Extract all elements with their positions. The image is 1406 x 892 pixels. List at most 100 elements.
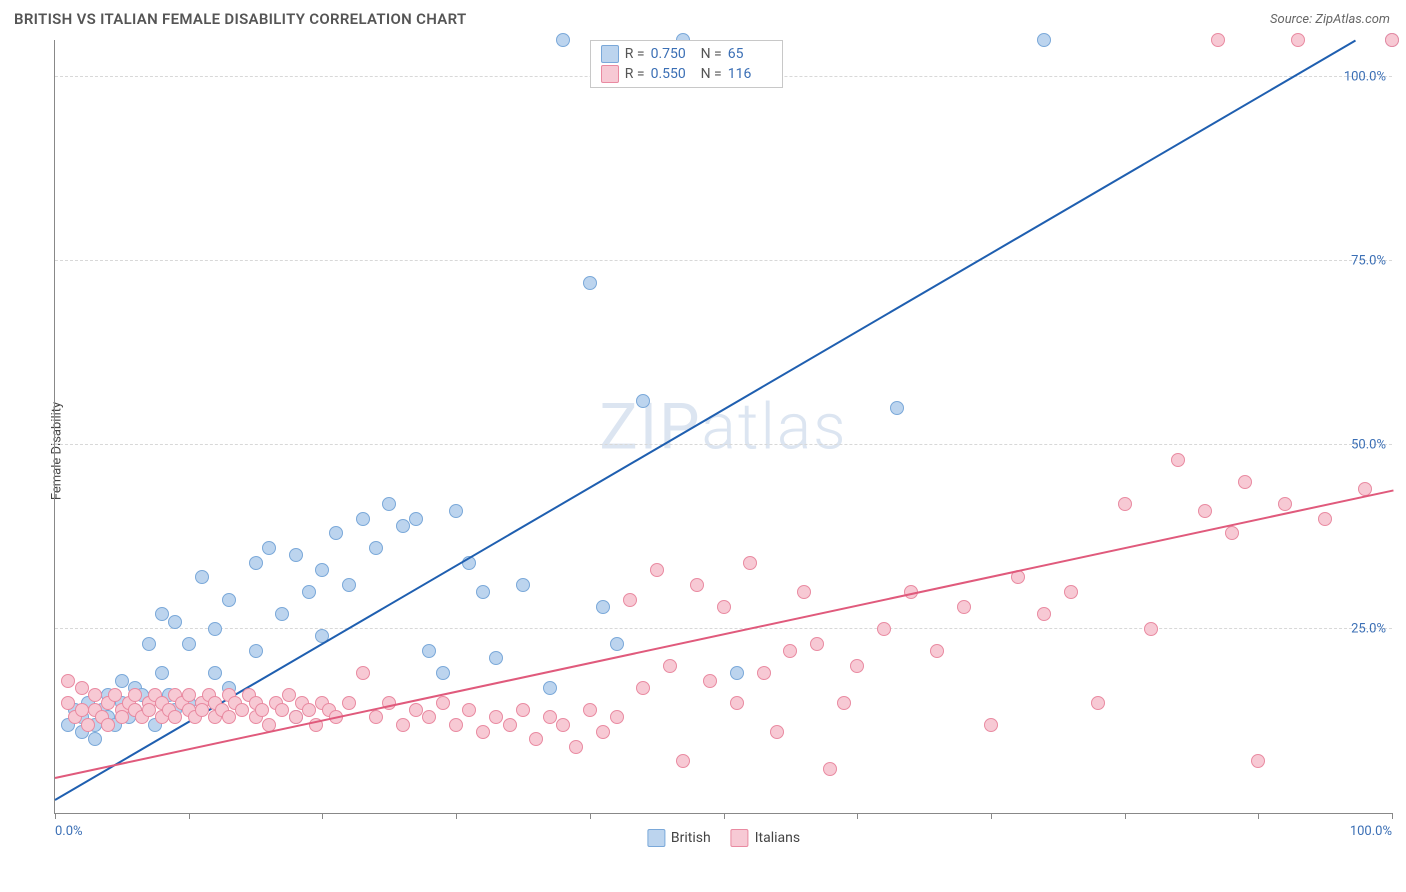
scatter-point <box>569 740 583 754</box>
scatter-point <box>289 548 303 562</box>
scatter-point <box>208 622 222 636</box>
scatter-point <box>556 718 570 732</box>
scatter-point <box>810 637 824 651</box>
scatter-point <box>449 504 463 518</box>
scatter-point <box>108 688 122 702</box>
scatter-point <box>436 666 450 680</box>
scatter-point <box>222 710 236 724</box>
scatter-point <box>476 585 490 599</box>
scatter-point <box>663 659 677 673</box>
chart-title: BRITISH VS ITALIAN FEMALE DISABILITY COR… <box>14 10 466 28</box>
scatter-point <box>101 718 115 732</box>
series-swatch <box>601 45 619 63</box>
scatter-point <box>1064 585 1078 599</box>
x-tick <box>724 813 725 819</box>
scatter-point <box>396 718 410 732</box>
gridline <box>55 444 1392 445</box>
scatter-point <box>168 710 182 724</box>
x-tick <box>189 813 190 819</box>
scatter-point <box>1118 497 1132 511</box>
scatter-point <box>583 276 597 290</box>
legend-item: British <box>647 829 711 847</box>
scatter-point <box>275 703 289 717</box>
scatter-point <box>797 585 811 599</box>
scatter-point <box>128 688 142 702</box>
scatter-point <box>142 637 156 651</box>
stats-n-value: 116 <box>728 66 772 82</box>
scatter-point <box>315 563 329 577</box>
trend-line <box>54 40 1355 801</box>
gridline <box>55 260 1392 261</box>
scatter-point <box>1171 453 1185 467</box>
scatter-point <box>650 563 664 577</box>
scatter-point <box>837 696 851 710</box>
scatter-point <box>61 696 75 710</box>
scatter-point <box>275 607 289 621</box>
trend-line <box>55 490 1393 779</box>
scatter-point <box>195 703 209 717</box>
gridline <box>55 628 1392 629</box>
x-tick <box>991 813 992 819</box>
series-swatch <box>601 65 619 83</box>
scatter-point <box>88 732 102 746</box>
source-attribution: Source: ZipAtlas.com <box>1270 12 1390 27</box>
scatter-point <box>208 666 222 680</box>
scatter-point <box>730 666 744 680</box>
scatter-point <box>690 578 704 592</box>
scatter-point <box>422 710 436 724</box>
x-tick <box>1258 813 1259 819</box>
scatter-point <box>75 681 89 695</box>
chart-container: Female Disability ZIPatlas 25.0%50.0%75.… <box>14 40 1392 862</box>
scatter-point <box>610 637 624 651</box>
y-tick-label: 100.0% <box>1344 69 1386 84</box>
x-tick-label: 100.0% <box>1350 824 1392 839</box>
x-tick <box>1392 813 1393 819</box>
scatter-point <box>757 666 771 680</box>
scatter-point <box>783 644 797 658</box>
watermark-light: atlas <box>702 389 848 464</box>
scatter-point <box>422 644 436 658</box>
scatter-point <box>596 600 610 614</box>
scatter-point <box>623 593 637 607</box>
scatter-point <box>222 593 236 607</box>
scatter-point <box>369 541 383 555</box>
scatter-point <box>610 710 624 724</box>
scatter-point <box>382 497 396 511</box>
scatter-point <box>930 644 944 658</box>
scatter-point <box>743 556 757 570</box>
scatter-point <box>823 762 837 776</box>
scatter-point <box>543 681 557 695</box>
y-tick-label: 75.0% <box>1351 253 1386 268</box>
y-tick-label: 50.0% <box>1351 437 1386 452</box>
scatter-point <box>1037 607 1051 621</box>
stats-r-value: 0.550 <box>651 66 695 82</box>
scatter-point <box>516 578 530 592</box>
scatter-point <box>436 696 450 710</box>
scatter-point <box>262 541 276 555</box>
legend-swatch <box>731 829 749 847</box>
legend-label: Italians <box>755 830 800 846</box>
scatter-point <box>342 696 356 710</box>
scatter-point <box>1091 696 1105 710</box>
legend-label: British <box>671 830 711 846</box>
scatter-point <box>1211 33 1225 47</box>
scatter-point <box>476 725 490 739</box>
scatter-point <box>81 718 95 732</box>
scatter-point <box>957 600 971 614</box>
x-tick <box>322 813 323 819</box>
scatter-point <box>516 703 530 717</box>
stats-r-label: R = <box>625 46 645 62</box>
scatter-point <box>142 703 156 717</box>
scatter-point <box>676 754 690 768</box>
scatter-point <box>182 688 196 702</box>
scatter-point <box>596 725 610 739</box>
y-tick-label: 25.0% <box>1351 621 1386 636</box>
scatter-point <box>877 622 891 636</box>
stats-n-label: N = <box>701 66 722 82</box>
scatter-point <box>75 703 89 717</box>
scatter-point <box>717 600 731 614</box>
scatter-point <box>489 710 503 724</box>
scatter-point <box>282 688 296 702</box>
x-tick <box>590 813 591 819</box>
scatter-point <box>636 681 650 695</box>
